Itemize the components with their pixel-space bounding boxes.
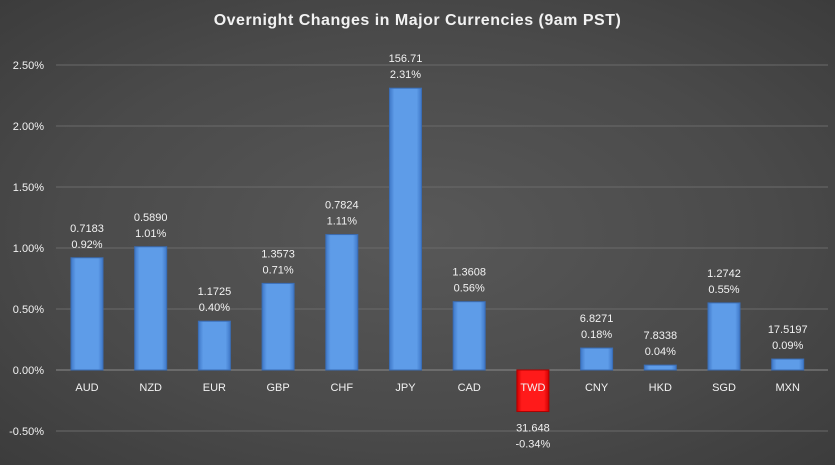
data-label: 0.71% — [262, 264, 293, 276]
rate-label: 1.3608 — [452, 267, 486, 279]
bar-cny — [580, 347, 614, 371]
rate-label: 0.5890 — [134, 212, 168, 224]
x-tick-label: EUR — [203, 382, 226, 394]
bar-hkd — [643, 364, 677, 371]
y-tick-label: 0.00% — [13, 365, 44, 377]
bar-cad — [452, 301, 486, 371]
x-tick-label: HKD — [649, 382, 672, 394]
rate-label: 7.8338 — [643, 330, 677, 342]
data-label: 0.04% — [645, 346, 676, 358]
y-tick-label: 2.50% — [13, 60, 44, 72]
bar-twd — [516, 369, 550, 412]
rate-label: 1.2742 — [707, 268, 741, 280]
x-tick-label: SGD — [712, 382, 736, 394]
bar-mxn — [771, 358, 805, 371]
x-tick-label: CNY — [585, 382, 609, 394]
y-tick-label: 1.00% — [13, 243, 44, 255]
x-tick-label: TWD — [520, 382, 545, 394]
data-label: 0.09% — [772, 340, 803, 352]
x-tick-label: NZD — [139, 382, 162, 394]
data-label: 1.01% — [135, 228, 166, 240]
y-tick-label: 1.50% — [13, 182, 44, 194]
rate-label: 0.7183 — [70, 223, 104, 235]
data-label: 0.56% — [454, 283, 485, 295]
bar-chf — [325, 234, 359, 371]
bar-eur — [197, 320, 231, 371]
data-label: -0.34% — [515, 438, 550, 450]
bar-sgd — [707, 302, 741, 371]
bar-gbp — [261, 282, 295, 371]
bar-aud — [70, 257, 104, 371]
rate-label: 1.3573 — [261, 248, 295, 260]
bar-jpy — [389, 87, 422, 371]
rate-label: 31.648 — [516, 422, 550, 434]
bar-nzd — [134, 246, 168, 371]
rate-label: 156.71 — [389, 53, 423, 65]
rate-label: 1.1725 — [198, 286, 232, 298]
x-tick-label: CAD — [458, 382, 481, 394]
rate-label: 17.5197 — [768, 324, 808, 336]
data-label: 0.55% — [708, 284, 739, 296]
x-tick-label: MXN — [775, 382, 800, 394]
data-label: 0.92% — [71, 239, 102, 251]
y-tick-label: 0.50% — [13, 304, 44, 316]
y-tick-label: -0.50% — [9, 426, 44, 438]
x-tick-label: CHF — [330, 382, 353, 394]
x-tick-label: JPY — [395, 382, 416, 394]
rate-label: 6.8271 — [580, 313, 614, 325]
data-label: 0.18% — [581, 329, 612, 341]
x-tick-label: GBP — [266, 382, 289, 394]
data-label: 1.11% — [327, 216, 358, 228]
x-tick-label: AUD — [75, 382, 98, 394]
data-label: 2.31% — [390, 69, 421, 81]
chart-title: Overnight Changes in Major Currencies (9… — [213, 12, 622, 29]
data-label: 0.40% — [199, 302, 230, 314]
rate-label: 0.7824 — [325, 200, 359, 212]
y-tick-label: 2.00% — [13, 121, 44, 133]
